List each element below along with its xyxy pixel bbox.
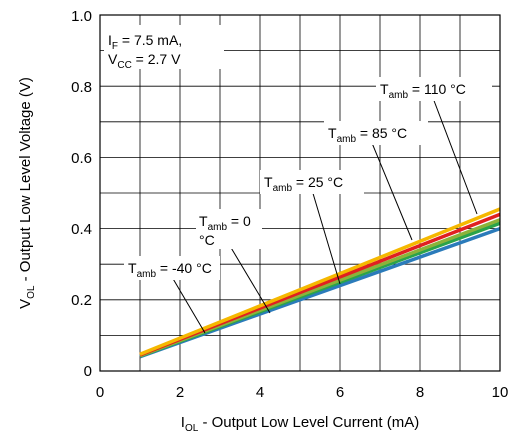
x-tick-label: 0 <box>96 384 104 401</box>
y-tick-label: 1.0 <box>71 8 92 25</box>
series-line-4 <box>140 209 500 354</box>
series-layer <box>140 209 500 357</box>
leader-line-0 <box>230 246 270 313</box>
conditions-box: IF = 7.5 mA, VCC = 2.7 V <box>104 25 224 71</box>
leader-line-25 <box>312 190 340 284</box>
x-tick-labels: 0 2 4 6 8 10 <box>96 384 509 401</box>
y-tick-label: 0 <box>84 363 92 380</box>
x-axis-label: IOL - Output Low Level Current (mA) <box>181 414 419 434</box>
x-tick-label: 6 <box>336 384 344 401</box>
leader-line-110 <box>433 98 477 214</box>
x-tick-label: 2 <box>176 384 184 401</box>
annotation-0-line2: °C <box>199 232 215 248</box>
y-tick-labels: 0 0.2 0.4 0.6 0.8 1.0 <box>71 8 92 380</box>
y-axis-label: VOL - Output Low Level Voltage (V) <box>17 77 37 309</box>
x-tick-label: 8 <box>416 384 424 401</box>
leader-line-minus40 <box>172 277 205 333</box>
y-tick-label: 0.2 <box>71 292 92 309</box>
y-tick-label: 0.6 <box>71 150 92 167</box>
x-tick-label: 4 <box>256 384 264 401</box>
y-tick-label: 0.8 <box>71 79 92 96</box>
x-tick-label: 10 <box>492 384 509 401</box>
y-tick-label: 0.4 <box>71 221 92 238</box>
